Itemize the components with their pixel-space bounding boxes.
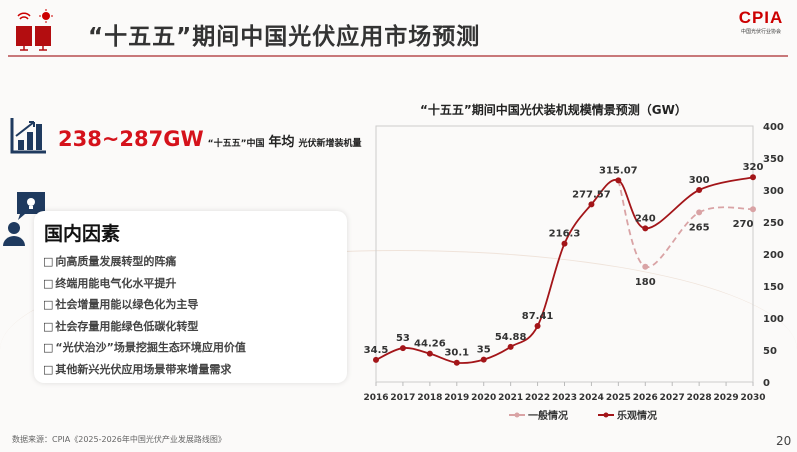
data-point	[561, 240, 568, 247]
legend-label: 一般情况	[528, 409, 568, 422]
data-label: 300	[689, 175, 710, 186]
data-source: 数据来源：CPIA《2025-2026年中国光伏产业发展路线图》	[12, 435, 226, 444]
x-tick-label: 2018	[417, 393, 442, 403]
header-divider	[8, 55, 788, 57]
card-title: 国内因素	[44, 223, 121, 245]
solar-panel-icon	[16, 9, 53, 51]
person-idea-icon	[3, 192, 45, 246]
data-point	[480, 356, 487, 363]
y-tick-label: 250	[763, 218, 784, 229]
data-label: 44.26	[414, 339, 446, 350]
data-point	[588, 201, 595, 208]
x-tick-label: 2027	[660, 393, 685, 403]
data-point	[696, 209, 703, 216]
x-tick-label: 2025	[606, 393, 631, 403]
annual-installation-stat: 238~287GW “十五五”中国 年均 光伏新增装机量	[58, 127, 362, 151]
y-tick-label: 400	[763, 122, 784, 133]
factor-item: 向高质量发展转型的阵痛	[43, 251, 246, 273]
data-label: 315.07	[599, 165, 638, 176]
x-tick-label: 2019	[444, 393, 469, 403]
data-label: 34.5	[364, 345, 389, 356]
data-label: 30.1	[444, 348, 469, 359]
factor-item: 其他新兴光伏应用场景带来增量需求	[43, 359, 246, 381]
x-tick-label: 2030	[740, 393, 765, 403]
data-label: 87.41	[522, 311, 554, 322]
legend-marker	[514, 412, 520, 418]
x-tick-label: 2020	[471, 393, 496, 403]
factor-item: 终端用能电气化水平提升	[43, 273, 246, 295]
data-label: 265	[689, 222, 710, 233]
data-point	[750, 206, 756, 213]
data-point	[750, 174, 756, 181]
data-point	[507, 343, 514, 350]
data-point	[642, 263, 649, 270]
data-point	[642, 225, 649, 232]
x-tick-label: 2029	[714, 393, 739, 403]
data-label: 216.3	[549, 229, 581, 240]
data-point	[615, 177, 622, 184]
bar-chart-icon	[10, 118, 46, 154]
y-tick-label: 0	[763, 378, 770, 389]
data-label: 320	[743, 162, 764, 173]
x-tick-label: 2028	[687, 393, 712, 403]
data-label: 54.88	[495, 332, 527, 343]
legend-marker	[603, 412, 609, 418]
factor-item: 社会存量用能绿色低碳化转型	[43, 316, 246, 338]
x-tick-label: 2021	[498, 393, 523, 403]
y-tick-label: 350	[763, 154, 784, 165]
series-line-optimistic	[375, 176, 754, 364]
y-tick-label: 100	[763, 314, 784, 325]
data-label: 53	[396, 333, 410, 344]
x-tick-label: 2026	[633, 393, 658, 403]
cpia-logo: CPIA 中国光伏行业协会	[738, 8, 784, 35]
x-tick-label: 2024	[579, 393, 604, 403]
data-label: 277.57	[572, 189, 611, 200]
x-tick-label: 2022	[525, 393, 550, 403]
header: “十五五”期间中国光伏应用市场预测 CPIA 中国光伏行业协会	[0, 0, 797, 57]
data-point	[534, 323, 541, 330]
legend-label: 乐观情况	[617, 409, 657, 422]
domestic-factors-card: 国内因素 向高质量发展转型的阵痛 终端用能电气化水平提升 社会增量用能以绿色化为…	[34, 211, 347, 383]
page-title: “十五五”期间中国光伏应用市场预测	[88, 24, 481, 50]
data-label: 240	[635, 213, 656, 224]
y-tick-label: 150	[763, 282, 784, 293]
data-point	[426, 350, 433, 357]
chart-title: “十五五”期间中国光伏装机规模情景预测（GW）	[420, 103, 687, 117]
x-tick-label: 2017	[390, 393, 415, 403]
factor-item: “光伏治沙”场景挖掘生态环境应用价值	[43, 337, 245, 359]
x-tick-label: 2016	[363, 393, 388, 403]
data-point	[373, 356, 379, 363]
data-point	[453, 359, 460, 366]
x-tick-label: 2023	[552, 393, 577, 403]
data-label: 180	[635, 277, 656, 288]
data-point	[399, 345, 406, 352]
series-line-general	[617, 180, 754, 268]
y-tick-label: 300	[763, 186, 784, 197]
page-number: 20	[776, 434, 792, 448]
factor-item: 社会增量用能以绿色化为主导	[43, 294, 246, 316]
y-tick-label: 200	[763, 250, 784, 261]
data-label: 35	[477, 345, 491, 356]
background-arc	[0, 250, 797, 450]
data-label: 270	[733, 219, 754, 230]
data-point	[696, 187, 703, 193]
y-tick-label: 50	[763, 346, 777, 357]
